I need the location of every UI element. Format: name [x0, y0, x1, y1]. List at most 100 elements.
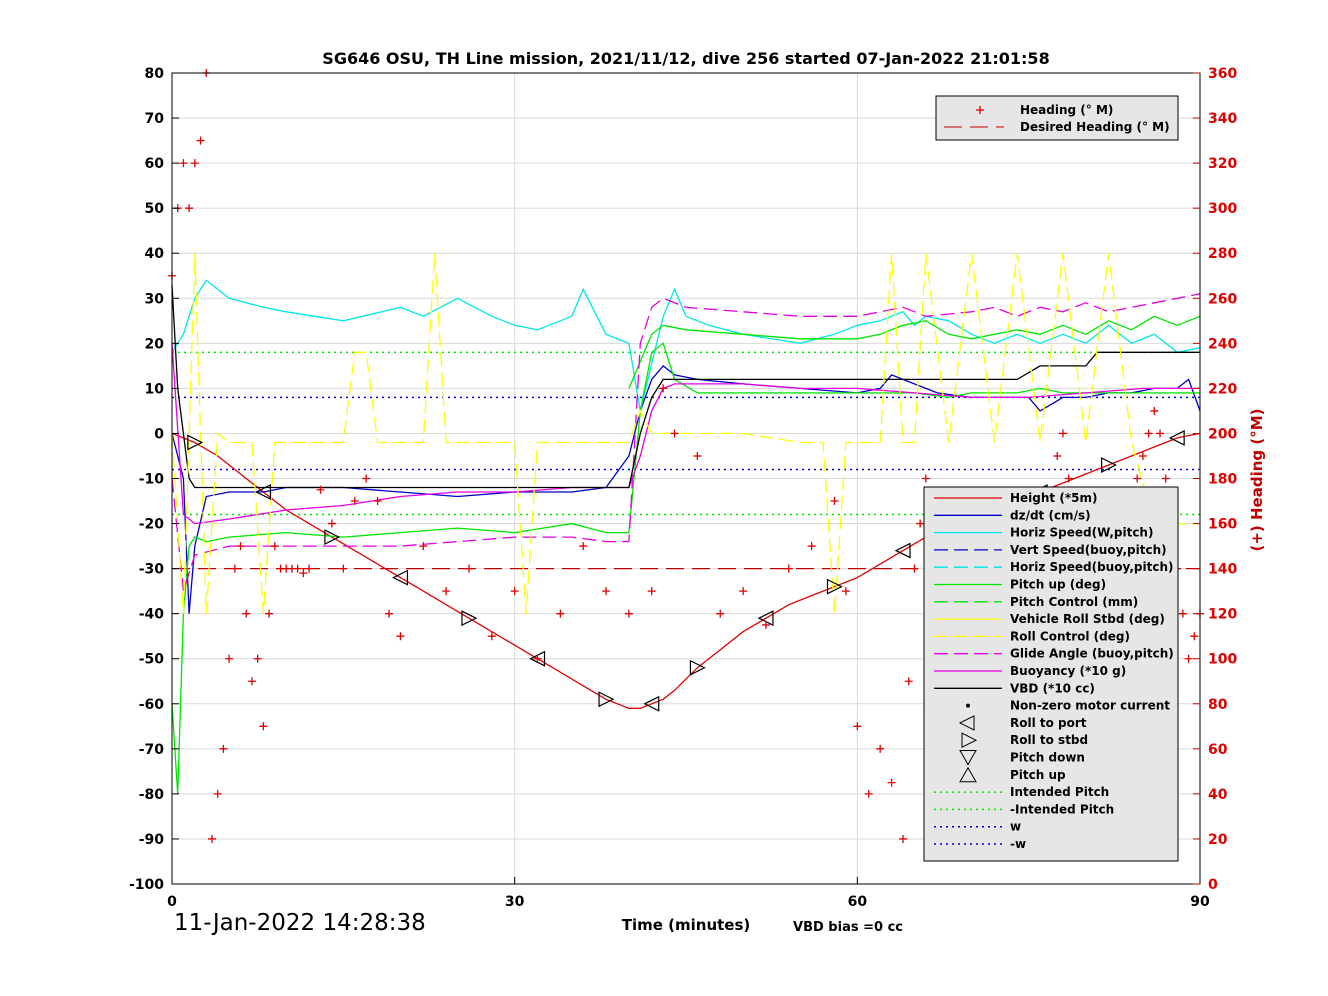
heading-point	[1150, 406, 1159, 415]
y-right-tick-label: 220	[1208, 381, 1237, 397]
heading-point	[362, 474, 371, 483]
heading-point	[647, 587, 656, 596]
y-left-tick-label: 70	[145, 111, 165, 127]
timestamp: 11-Jan-2022 14:28:38	[174, 910, 426, 936]
y-left-tick-label: -100	[129, 877, 164, 893]
heading-point	[270, 542, 279, 551]
y-right-tick-label: 80	[1208, 697, 1228, 713]
heading-point	[385, 609, 394, 618]
legend-label: Pitch Control (mm)	[1010, 595, 1138, 609]
heading-point	[316, 485, 325, 494]
heading-point	[487, 632, 496, 641]
y-left-tick-label: -10	[139, 472, 165, 488]
y-right-tick-label: 160	[1208, 517, 1237, 533]
heading-point	[185, 204, 194, 213]
series-line	[628, 315, 1201, 389]
heading-point	[659, 384, 668, 393]
series-line	[171, 293, 1201, 592]
heading-legend: Heading (° M) Desired Heading (° M)	[935, 95, 1179, 141]
heading-point	[236, 542, 245, 551]
heading-point	[293, 564, 302, 573]
legend-roll-port-sample	[958, 715, 975, 731]
heading-legend-label: Heading (° M)	[1020, 103, 1113, 117]
x-tick-label: 60	[848, 894, 868, 910]
heading-point	[219, 744, 228, 753]
y-right-tick-label: 320	[1208, 156, 1237, 172]
x-tick-label: 90	[1190, 894, 1210, 910]
legend-roll-stbd-sample	[961, 732, 978, 749]
heading-point	[230, 564, 239, 573]
heading-point	[1190, 632, 1199, 641]
y-left-tick-label: 80	[145, 66, 165, 82]
heading-point	[556, 609, 565, 618]
heading-point	[247, 677, 256, 686]
legend-label: Non-zero motor current	[1010, 699, 1170, 713]
y-left-tick-label: 20	[145, 336, 165, 352]
legend-label: Horiz Speed(buoy,pitch)	[1010, 560, 1173, 574]
main-legend: Height (*5m) dz/dt (cm/s) Horiz Speed(W,pi…	[923, 486, 1179, 862]
y-right-tick-label: 60	[1208, 742, 1228, 758]
heading-point	[179, 159, 188, 168]
y-right-tick-label: 280	[1208, 246, 1237, 262]
heading-point	[602, 587, 611, 596]
heading-point	[242, 609, 251, 618]
heading-point	[887, 778, 896, 787]
y-right-tick-label: 180	[1208, 472, 1237, 488]
y-left-tick-label: -40	[139, 607, 165, 623]
heading-point	[1058, 429, 1067, 438]
heading-point	[339, 564, 348, 573]
x-axis-label: Time (minutes)	[622, 916, 751, 934]
roll-marker	[643, 695, 660, 712]
heading-point	[299, 569, 308, 578]
legend-label: VBD (*10 cc)	[1010, 681, 1095, 695]
y-left-tick-label: 30	[145, 291, 165, 307]
y-right-tick-label: 140	[1208, 562, 1237, 578]
axis-ticks: 0 30 60 9080706050403020100-10-20-30-40-50-…	[129, 66, 1238, 910]
heading-point	[510, 587, 519, 596]
heading-point	[213, 789, 222, 798]
roll-marker	[255, 484, 271, 500]
y-left-tick-label: 40	[145, 246, 165, 262]
series-line	[171, 279, 1201, 412]
heading-point	[259, 722, 268, 731]
heading-point	[830, 497, 839, 506]
y-left-tick-label: 50	[145, 201, 165, 217]
y-right-tick-label: 0	[1208, 877, 1218, 893]
roll-marker	[894, 542, 911, 559]
y-right-tick-label: 340	[1208, 111, 1237, 127]
heading-point	[253, 654, 262, 663]
y-left-tick-label: -60	[139, 697, 165, 713]
heading-point	[921, 474, 930, 483]
series-line	[171, 342, 1200, 794]
y-right-tick-label: 100	[1208, 652, 1237, 668]
y-left-tick-label: -80	[139, 787, 165, 803]
legend-label: Vert Speed(buoy,pitch)	[1010, 543, 1167, 557]
y-right-tick-label: 360	[1208, 66, 1237, 82]
chart-title: SG646 OSU, TH Line mission, 2021/11/12, …	[322, 49, 1049, 68]
plot-series	[171, 253, 1201, 794]
heading-point	[904, 677, 913, 686]
heading-point	[693, 451, 702, 460]
roll-marker	[1168, 429, 1185, 446]
y-right-tick-label: 240	[1208, 336, 1237, 352]
heading-point	[579, 542, 588, 551]
heading-point	[807, 542, 816, 551]
legend-label: Pitch down	[1010, 751, 1085, 765]
y-left-tick-label: 0	[154, 426, 164, 442]
heading-point	[1064, 474, 1073, 483]
heading-point	[1156, 429, 1165, 438]
heading-point	[784, 564, 793, 573]
roll-marker	[187, 434, 204, 451]
vbd-bias-label: VBD bias =0 cc	[793, 920, 903, 935]
heading-point	[864, 789, 873, 798]
roll-marker	[461, 610, 478, 627]
heading-point	[624, 609, 633, 618]
heading-point	[1138, 451, 1147, 460]
legend-pitch-down-sample	[959, 750, 977, 766]
y-left-tick-label: 60	[145, 156, 165, 172]
heading-point	[1144, 429, 1153, 438]
heading-legend-label: Desired Heading (° M)	[1020, 120, 1170, 134]
heading-point	[1053, 451, 1062, 460]
legend-dot-sample	[966, 703, 970, 708]
